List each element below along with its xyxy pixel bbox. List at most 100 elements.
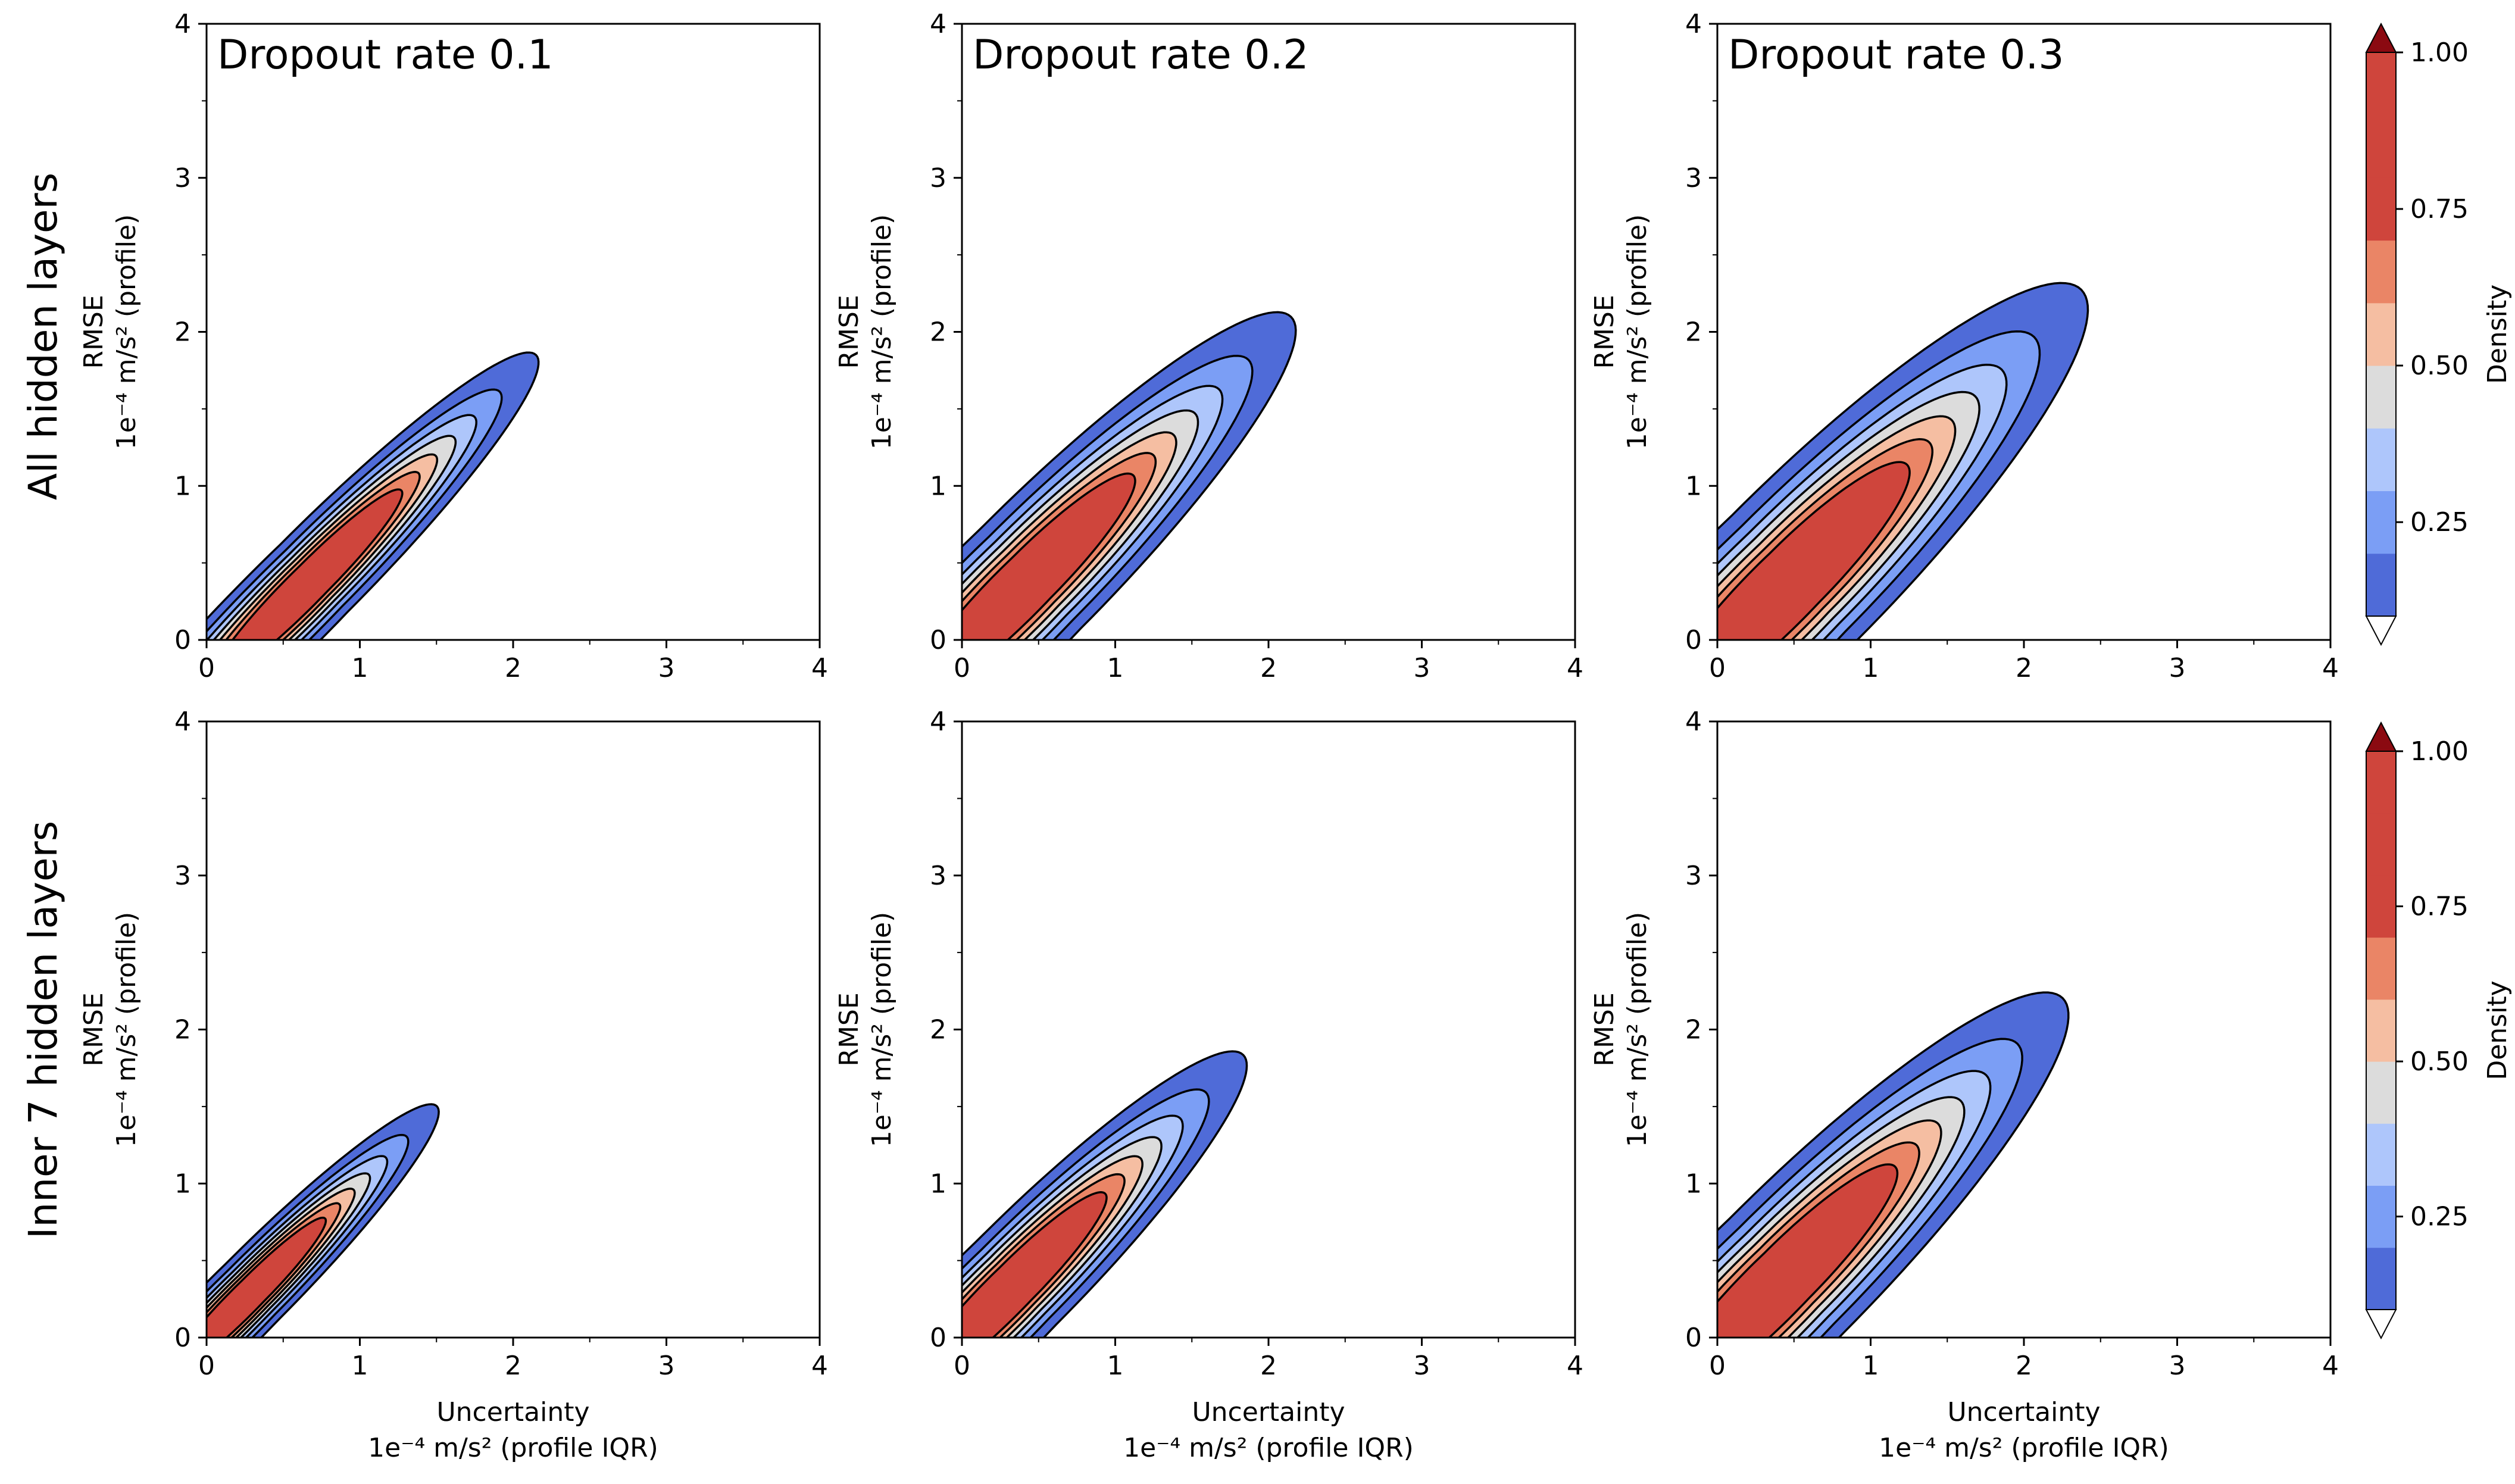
colorbar-tick-label: 0.25	[2410, 1202, 2469, 1232]
y-tick-label: 1	[930, 1169, 946, 1199]
y-tick-label: 3	[1685, 861, 1702, 891]
row-label-0: All hidden layers	[20, 173, 66, 500]
colorbar-swatch	[2366, 937, 2396, 1000]
x-tick-label: 4	[1567, 653, 1583, 683]
x-tick-label: 3	[1414, 1351, 1430, 1381]
y-label-line2: 1e⁻⁴ m/s² (profile)	[1622, 912, 1652, 1147]
colorbar-frame	[2366, 52, 2397, 617]
contour-level-6	[231, 488, 404, 640]
x-tick-label: 0	[198, 653, 215, 683]
x-tick-label: 2	[1260, 1351, 1277, 1381]
x-tick-label: 4	[2322, 1351, 2339, 1381]
y-tick-label: 4	[174, 707, 191, 737]
x-tick-label: 0	[954, 1351, 970, 1381]
panel-0-1: 0 1 2 3 4 0 1 2 3 4 RMSE 1e⁻⁴ m/s² (profile) Dropout…	[834, 9, 1583, 683]
x-tick-label: 3	[658, 653, 675, 683]
x-tick-label: 4	[811, 653, 828, 683]
colorbar-swatch	[2366, 240, 2396, 304]
y-tick-label: 3	[174, 163, 191, 193]
colorbar-label: Density	[2482, 980, 2513, 1080]
x-tick-label: 3	[1414, 653, 1430, 683]
x-tick-label: 1	[352, 1351, 368, 1381]
y-tick-label: 0	[1685, 625, 1702, 655]
x-tick-label: 2	[1260, 653, 1277, 683]
colorbar-under-triangle	[2365, 616, 2397, 646]
contour-level-6	[962, 1191, 1108, 1338]
colorbars-layer: 0.25 0.50 0.75 1.00 Density 0.25 0.50 0.75 1.00 D…	[2365, 22, 2513, 1340]
y-tick-label: 4	[174, 9, 191, 39]
contour-group	[1717, 282, 2089, 640]
colorbar-swatch	[2366, 813, 2396, 876]
x-tick-label: 3	[2169, 653, 2186, 683]
y-tick-label: 2	[174, 1015, 191, 1045]
labels-layer: All hidden layers Inner 7 hidden layers	[20, 173, 66, 1239]
colorbar-frame	[2366, 751, 2397, 1310]
contour-level-6	[207, 1216, 327, 1338]
panel-1-0: 0 1 2 3 4 0 1 2 3 4 RMSE 1e⁻⁴ m/s² (profile) Uncerta…	[79, 707, 828, 1463]
y-tick-label: 0	[930, 1323, 946, 1353]
x-tick-label: 4	[2322, 653, 2339, 683]
x-label-line2: 1e⁻⁴ m/s² (profile IQR)	[1879, 1433, 2169, 1463]
y-tick-label: 3	[930, 163, 946, 193]
y-tick-label: 1	[1685, 471, 1702, 501]
y-tick-label: 2	[930, 1015, 946, 1045]
colorbar-swatch	[2366, 302, 2396, 366]
y-tick-label: 4	[1685, 9, 1702, 39]
colorbar-tick-label: 0.75	[2410, 194, 2469, 224]
y-tick-label: 4	[930, 9, 946, 39]
x-tick-label: 2	[2016, 653, 2032, 683]
x-label-line2: 1e⁻⁴ m/s² (profile IQR)	[368, 1433, 658, 1463]
y-tick-label: 1	[930, 471, 946, 501]
x-tick-label: 0	[198, 1351, 215, 1381]
contour-group	[207, 351, 540, 640]
colorbar-under-triangle	[2365, 1309, 2397, 1340]
colorbar-0: 0.25 0.50 0.75 1.00 Density	[2365, 22, 2513, 646]
x-tick-label: 4	[811, 1351, 828, 1381]
x-tick-label: 0	[1709, 653, 1726, 683]
y-tick-label: 4	[1685, 707, 1702, 737]
y-label-line2: 1e⁻⁴ m/s² (profile)	[111, 912, 142, 1147]
x-tick-label: 2	[505, 1351, 521, 1381]
y-tick-label: 1	[1685, 1169, 1702, 1199]
y-tick-label: 2	[1685, 1015, 1702, 1045]
y-label-line2: 1e⁻⁴ m/s² (profile)	[1622, 214, 1652, 449]
colorbar-swatch	[2366, 1247, 2396, 1310]
y-tick-label: 3	[174, 861, 191, 891]
y-tick-label: 2	[1685, 317, 1702, 348]
colorbar-swatch	[2366, 1123, 2396, 1186]
colorbar-tick-label: 1.00	[2410, 736, 2469, 767]
y-label-line2: 1e⁻⁴ m/s² (profile)	[111, 214, 142, 449]
row-label-1: Inner 7 hidden layers	[20, 821, 66, 1239]
colorbar-over-triangle	[2365, 22, 2397, 53]
y-label-line1: RMSE	[834, 295, 864, 368]
contour-level-6	[1717, 461, 1911, 640]
y-tick-label: 3	[930, 861, 946, 891]
y-label-line2: 1e⁻⁴ m/s² (profile)	[867, 214, 897, 449]
contour-group	[207, 1103, 440, 1338]
y-label-line2: 1e⁻⁴ m/s² (profile)	[867, 912, 897, 1147]
panel-title: Dropout rate 0.3	[1728, 32, 2064, 79]
colorbar-label: Density	[2482, 285, 2513, 384]
contour-level-6	[962, 472, 1136, 640]
colorbar-tick-label: 1.00	[2410, 38, 2469, 68]
colorbar-swatch	[2366, 428, 2396, 492]
x-tick-label: 0	[954, 653, 970, 683]
panel-0-0: 0 1 2 3 4 0 1 2 3 4 RMSE 1e⁻⁴ m/s² (profile) Dropout…	[79, 9, 828, 683]
x-tick-label: 1	[1107, 1351, 1124, 1381]
colorbar-swatch	[2366, 490, 2396, 554]
x-label-line1: Uncertainty	[1192, 1397, 1345, 1427]
x-tick-label: 3	[2169, 1351, 2186, 1381]
panel-0-2: 0 1 2 3 4 0 1 2 3 4 RMSE 1e⁻⁴ m/s² (profile) Dropout…	[1589, 9, 2339, 683]
colorbar-swatch	[2366, 875, 2396, 938]
contour-group	[962, 1050, 1248, 1338]
y-tick-label: 4	[930, 707, 946, 737]
colorbar-1: 0.25 0.50 0.75 1.00 Density	[2365, 721, 2513, 1340]
contour-level-6	[1717, 1163, 1899, 1338]
colorbar-swatch	[2366, 751, 2396, 814]
x-tick-label: 2	[505, 653, 521, 683]
colorbar-tick-label: 0.50	[2410, 1046, 2469, 1077]
x-label-line1: Uncertainty	[436, 1397, 589, 1427]
y-tick-label: 2	[174, 317, 191, 348]
y-tick-label: 2	[930, 317, 946, 348]
